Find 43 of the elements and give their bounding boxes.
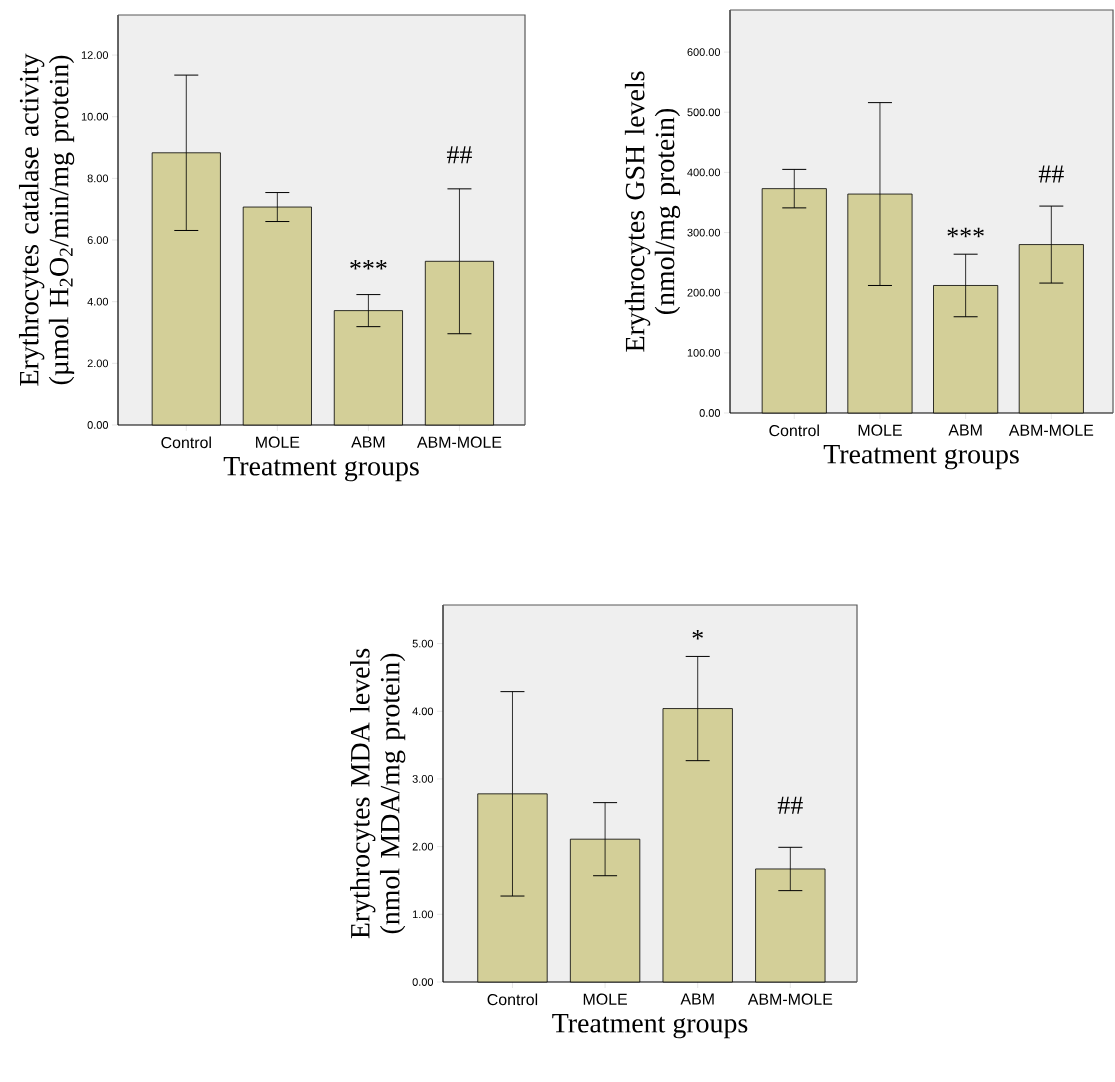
y-tick-label: 200.00 (687, 288, 721, 297)
x-tick-label: ABM-MOLE (747, 993, 833, 1005)
x-tick-label: ABM (680, 993, 714, 1005)
x-tick-label: MOLE (858, 424, 902, 436)
y-tick-label: 0.00 (412, 978, 434, 986)
y-tick-label: 4.00 (412, 707, 434, 716)
y-tick-label: 5.00 (412, 639, 434, 648)
x-tick-label: Control (161, 436, 211, 449)
x-tick-label: Control (487, 993, 538, 1006)
annotation: *** (947, 227, 984, 238)
y-axis-title: Erythrocytes GSH levels (nmol/mg protein) (624, 71, 681, 352)
x-axis-title: Treatment groups (223, 457, 419, 482)
annotation: ## (446, 146, 472, 164)
x-axis-title: Treatment groups (552, 1014, 748, 1039)
y-axis-title: Erythrocytes MDA levels (nmol MDA/mg protein) (350, 648, 406, 939)
y-tick-label: 0.00 (699, 409, 721, 417)
y-tick-label: 0.00 (87, 421, 109, 429)
x-tick-label: MOLE (583, 993, 627, 1005)
y-tick-label: 10.00 (81, 112, 109, 121)
x-tick-label: MOLE (256, 436, 300, 448)
y-tick-label: 500.00 (687, 108, 721, 117)
y-tick-label: 600.00 (687, 48, 721, 56)
y-tick-label: 3.00 (412, 775, 434, 783)
y-tick-label: 2.00 (87, 359, 109, 368)
y-tick-label: 2.00 (412, 842, 434, 851)
annotation: * (692, 629, 703, 640)
annotation: ## (777, 796, 803, 814)
y-tick-label: 12.00 (81, 51, 109, 59)
x-tick-label: ABM (351, 436, 385, 448)
x-axis-title: Treatment groups (823, 445, 1019, 470)
x-tick-label: ABM (948, 424, 982, 436)
x-tick-label: ABM-MOLE (416, 436, 502, 448)
y-tick-label: 100.00 (687, 348, 721, 357)
x-tick-label: ABM-MOLE (1008, 424, 1094, 436)
annotation: *** (350, 260, 387, 270)
y-tick-label: 8.00 (87, 174, 109, 183)
y-tick-label: 400.00 (687, 168, 721, 177)
y-tick-label: 6.00 (87, 236, 109, 244)
x-tick-label: Control (769, 424, 819, 437)
y-tick-label: 4.00 (87, 297, 109, 306)
y-tick-label: 1.00 (412, 910, 434, 919)
y-tick-label: 300.00 (687, 228, 721, 237)
annotation: ## (1038, 165, 1064, 183)
